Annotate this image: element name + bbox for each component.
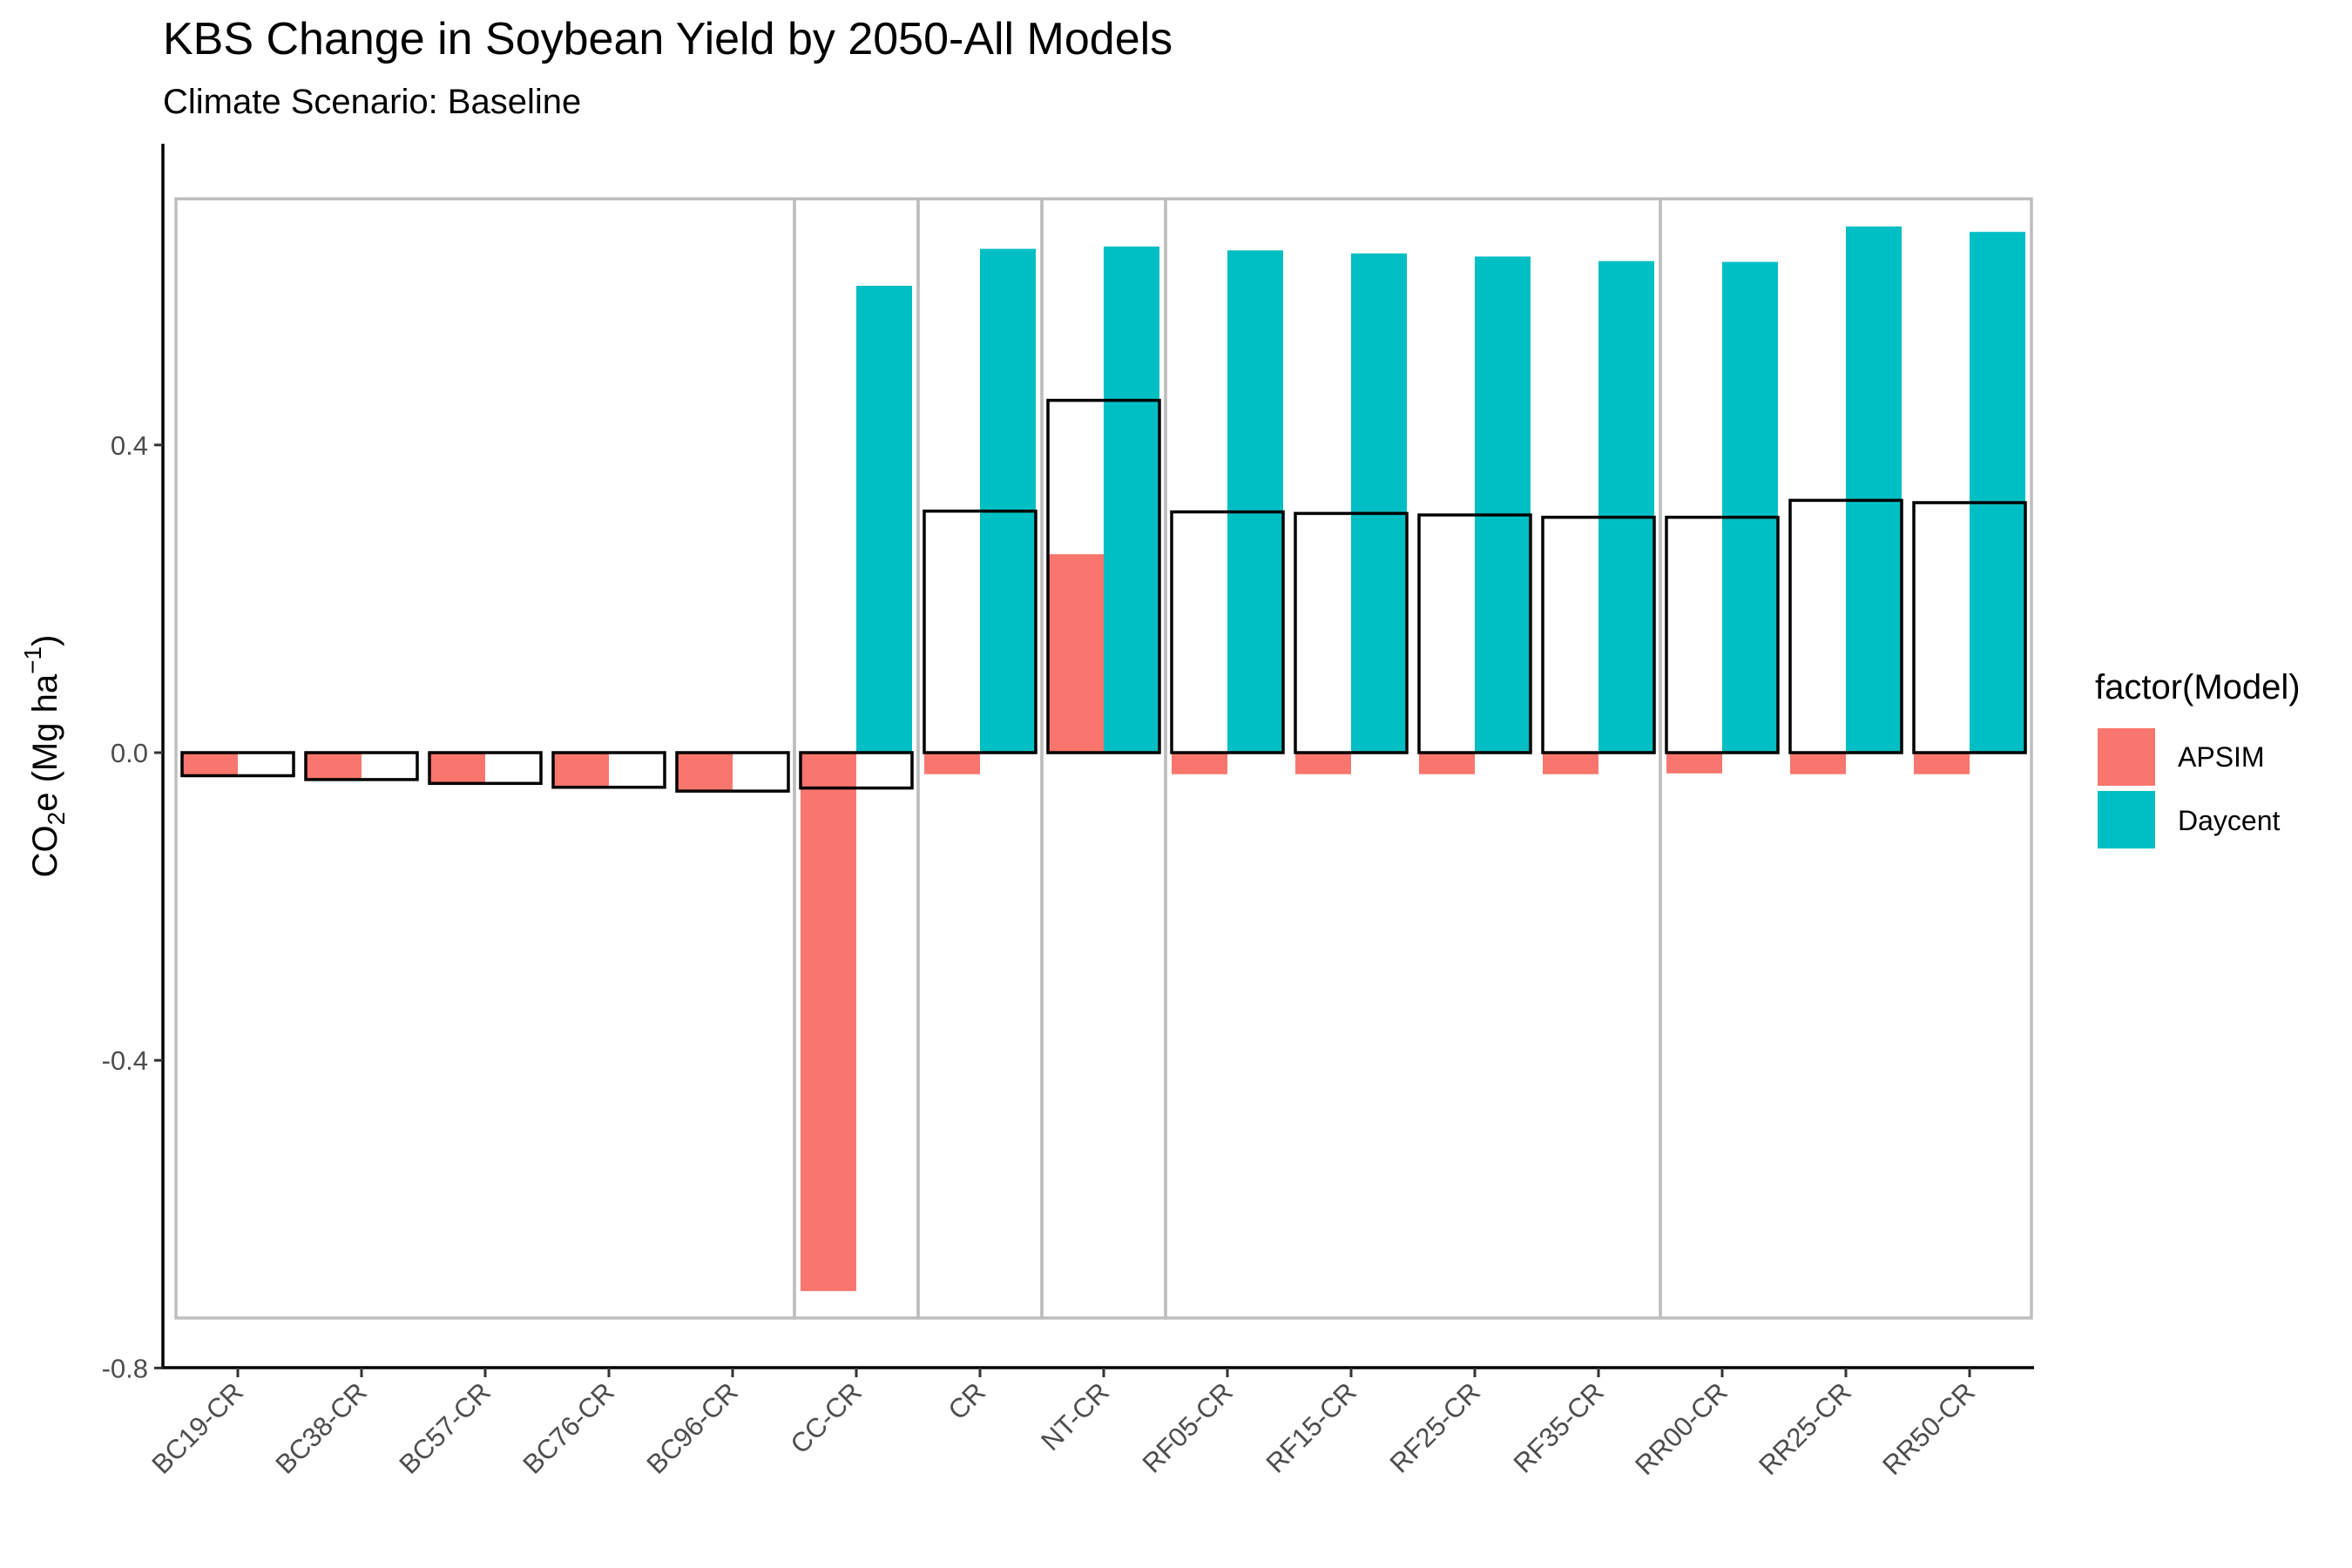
x-tick-label: BC96-CR [640,1376,744,1480]
mean-outline-bar [1417,513,1532,754]
y-axis-label: CO2e (Mg ha−1) [19,635,70,878]
bar-apsim [306,753,362,780]
y-tick-label: -0.4 [102,1045,148,1076]
bar-apsim [1543,753,1598,774]
legend: factor(Model) APSIM Daycent [2095,668,2301,848]
x-tick-label: CR [943,1376,991,1425]
mean-outline-bar [1294,511,1409,754]
y-axis-ticks: -0.8 -0.4 0.0 0.4 [102,430,163,1383]
x-tick-label: RF05-CR [1137,1376,1239,1478]
bar-daycent [1970,232,2025,754]
y-label-middle: e (Mg ha [26,673,64,812]
x-tick-label: BC38-CR [269,1376,373,1480]
x-tick-label: RR00-CR [1629,1376,1734,1481]
mean-outline-bar [799,751,914,790]
mean-outline-bar [1170,510,1285,754]
y-label-base: CO [26,825,64,877]
bar-apsim [677,753,733,792]
x-tick-label: RF35-CR [1508,1376,1610,1478]
bar-daycent [1475,256,1531,754]
bar-apsim [1790,753,1846,774]
legend-label-apsim: APSIM [2178,741,2265,773]
legend-key-apsim [2098,728,2155,786]
x-tick-label: RF25-CR [1384,1376,1486,1478]
x-tick-label: RF15-CR [1260,1376,1362,1478]
legend-key-daycent [2098,791,2155,848]
mean-outline-bar [1665,516,1780,754]
mean-outline-bar [923,509,1037,754]
chart-subtitle: Climate Scenario: Baseline [163,83,581,121]
mean-outline-bar [1912,501,2027,754]
x-tick-label: BC57-CR [393,1376,497,1480]
bar-apsim [1419,753,1475,774]
y-tick-label: 0.0 [111,738,148,768]
mean-outline-bar [304,751,419,781]
x-tick-label: CC-CR [785,1376,868,1459]
mean-outline-bar [180,751,295,778]
bar-daycent [1846,226,1902,753]
bar-daycent [1722,261,1778,753]
x-tick-label: BC19-CR [145,1376,249,1480]
bar-apsim [1295,753,1351,774]
bar-daycent [1104,246,1159,754]
bar-daycent [1598,260,1654,753]
y-label-close: ) [26,635,64,646]
group-box [1659,197,2033,1320]
bar-daycent [1227,250,1283,753]
y-label-superscript: −1 [19,646,46,674]
x-tick-label: NT-CR [1035,1376,1115,1456]
legend-label-daycent: Daycent [2178,805,2281,836]
bar-daycent [1351,253,1407,754]
bar-apsim [924,753,980,774]
x-axis-ticks: BC19-CR BC38-CR BC57-CR BC76-CR BC96-CR CC-CR… [145,1368,1981,1481]
legend-title: factor(Model) [2095,668,2301,706]
mean-outline-bar [1788,498,1903,754]
chart-title: KBS Change in Soybean Yield by 2050-All … [163,14,1173,64]
bar-apsim [429,753,485,784]
group-boxes [174,197,2033,1320]
bar-apsim [553,753,609,787]
mean-outline-bar [1541,516,1656,754]
mean-outline-bar [675,751,790,793]
x-tick-label: BC76-CR [517,1376,620,1480]
bar-apsim [1914,753,1970,774]
bar-apsim [801,753,856,1292]
mean-outline-bar [551,751,666,789]
y-label-subscript: 2 [43,812,70,826]
y-tick-label: -0.8 [102,1353,148,1383]
bar-daycent [856,286,912,753]
bar-daycent [980,248,1036,753]
bar-apsim [1172,753,1227,774]
bar-apsim [182,753,238,776]
bar-apsim [1048,554,1104,753]
mean-outline-bar [428,751,543,786]
mean-outline-layer [180,398,2027,793]
bars-layer [182,226,2025,1292]
bar-apsim [1666,753,1722,774]
x-tick-label: RR50-CR [1876,1376,1981,1481]
y-tick-label: 0.4 [111,430,148,461]
mean-outline-bar [1046,398,1161,754]
x-tick-label: RR25-CR [1753,1376,1857,1481]
